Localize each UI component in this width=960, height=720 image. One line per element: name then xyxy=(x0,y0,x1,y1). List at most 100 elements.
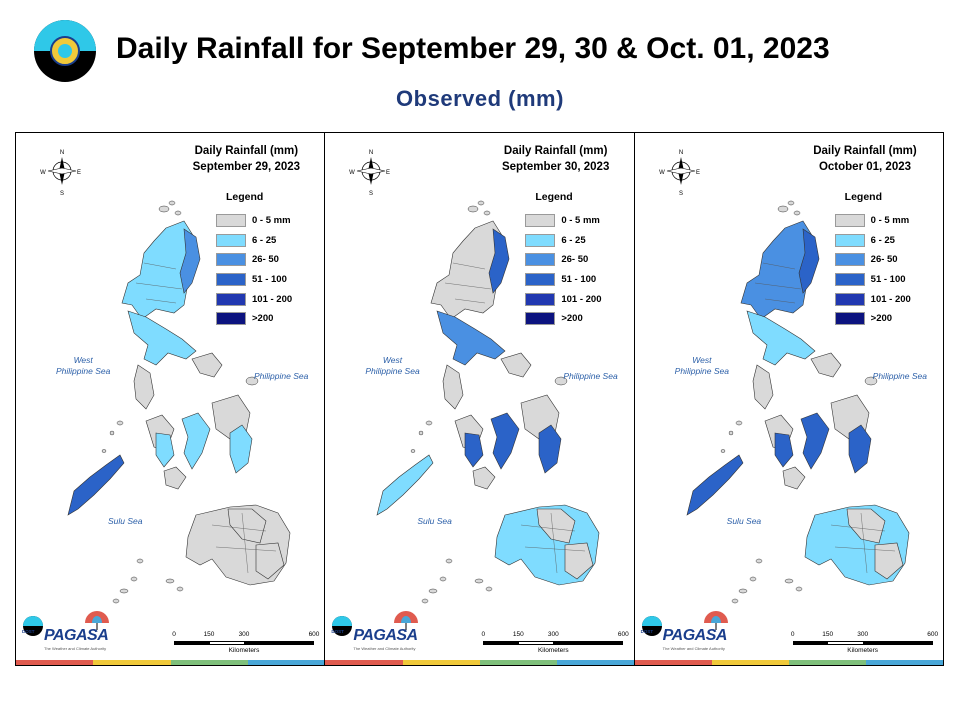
island-region xyxy=(489,228,510,294)
color-strip xyxy=(634,660,943,665)
dost-icon xyxy=(332,616,353,636)
legend-label: 51 - 100 xyxy=(561,274,597,286)
province-border xyxy=(455,298,486,304)
map-panels: N S E W Daily Rainfall (mm) September 29, 2… xyxy=(15,132,944,666)
compass-label-s: S xyxy=(60,191,64,197)
compass-label-n: N xyxy=(678,150,682,156)
pagasa-tagline: The Weather and Climate Authority xyxy=(662,646,725,651)
small-island xyxy=(486,586,493,592)
legend-label: 6 - 25 xyxy=(252,234,277,246)
island-region xyxy=(191,352,223,378)
island-region xyxy=(465,432,484,468)
small-island xyxy=(478,200,485,206)
map-title-date: September 30, 2023 xyxy=(501,161,610,173)
legend-item: 51 - 100 xyxy=(834,270,911,290)
scale-segment xyxy=(209,642,244,644)
dost-wordmark: DOST xyxy=(640,629,654,634)
legend-item: 26- 50 xyxy=(525,250,601,270)
page-subtitle: Observed (mm) xyxy=(396,86,564,111)
island-region xyxy=(798,228,819,294)
map-title-line1: Daily Rainfall (mm) xyxy=(813,145,917,157)
legend-label: 6 - 25 xyxy=(870,234,895,246)
philippines-map: N S E W xyxy=(40,150,291,604)
province-border xyxy=(215,546,277,552)
dost-wordmark: DOST xyxy=(22,629,35,634)
legend-item: 51 - 100 xyxy=(525,270,601,290)
small-island xyxy=(793,210,800,216)
legend-label: 6 - 25 xyxy=(561,234,586,246)
philippines-map: N S E W xyxy=(659,150,909,604)
island-region xyxy=(800,412,829,470)
island-region xyxy=(155,432,175,468)
small-island xyxy=(136,558,144,564)
legend-swatch xyxy=(216,292,246,306)
legend-swatch xyxy=(525,273,556,287)
island-region xyxy=(472,466,496,490)
map-legend: Legend 0 - 5 mm 6 - 25 26- 50 51 - 100 101 - … xyxy=(834,191,911,329)
scale-bar-segments xyxy=(792,641,933,645)
small-island xyxy=(555,376,568,386)
island-region xyxy=(752,364,773,410)
pagasa-tagline: The Weather and Climate Authority xyxy=(353,646,416,651)
province-border xyxy=(834,546,895,552)
legend-label: 101 - 200 xyxy=(252,293,293,305)
pagasa-logo: PAGASA DOST The Weather and Climate Author… xyxy=(331,611,419,655)
strip-segment xyxy=(479,660,558,665)
compass-ew-arrow xyxy=(357,167,386,175)
legend-item: 51 - 100 xyxy=(216,270,292,290)
scale-bar-segments xyxy=(483,641,624,645)
small-island xyxy=(755,558,762,564)
small-island xyxy=(116,420,124,426)
scale-tick-label: 300 xyxy=(238,631,250,638)
umbrella-icon xyxy=(703,611,728,630)
strip-segment xyxy=(402,660,480,665)
legend-swatch xyxy=(525,233,556,247)
legend-label: 0 - 5 mm xyxy=(252,215,291,227)
legend-item: 26- 50 xyxy=(834,250,911,270)
small-island xyxy=(468,205,479,213)
legend-swatch xyxy=(525,312,556,326)
compass-label-e: E xyxy=(77,170,81,176)
dost-wordmark: DOST xyxy=(331,629,344,634)
map-legend: Legend 0 - 5 mm 6 - 25 26- 50 51 - 100 101 - … xyxy=(525,191,601,329)
strip-segment xyxy=(866,660,943,665)
legend-swatch xyxy=(525,292,556,306)
legend-swatch xyxy=(216,253,246,267)
compass-ew-arrow xyxy=(47,167,77,175)
scale-tick-label: 150 xyxy=(822,631,834,638)
island-region xyxy=(179,228,201,294)
legend-item: 0 - 5 mm xyxy=(216,211,292,231)
strip-segment xyxy=(634,660,712,665)
legend-item: 6 - 25 xyxy=(525,231,601,251)
small-island xyxy=(112,598,120,604)
scale-tick-label: 600 xyxy=(927,631,939,638)
map-legend: Legend 0 - 5 mm 6 - 25 26- 50 51 - 100 101 - … xyxy=(216,191,292,329)
color-strip xyxy=(325,660,634,665)
legend-label: 0 - 5 mm xyxy=(870,215,910,227)
small-island xyxy=(787,200,794,206)
compass-ew-arrow xyxy=(666,167,695,175)
island-region xyxy=(686,454,744,516)
scale-bar: 0 150 300 600 Kilometers xyxy=(482,631,629,663)
island-region xyxy=(490,412,520,470)
compass-label-w: W xyxy=(349,170,355,176)
island-region xyxy=(133,364,155,410)
legend-item: >200 xyxy=(216,309,292,329)
pagasa-logo: PAGASA DOST The Weather and Climate Author… xyxy=(22,611,110,655)
small-island xyxy=(484,210,491,216)
island-region xyxy=(67,454,125,516)
island-region xyxy=(227,508,267,544)
small-island xyxy=(422,598,429,604)
legend-heading: Legend xyxy=(535,191,573,203)
small-island xyxy=(440,576,447,582)
pagasa-wordmark: PAGASA xyxy=(353,627,418,644)
scale-segment xyxy=(793,642,829,644)
small-island xyxy=(738,588,747,594)
small-island xyxy=(735,420,742,426)
legend-swatch xyxy=(834,214,865,228)
province-border xyxy=(551,512,558,574)
scale-segment xyxy=(828,642,863,644)
rainfall-map-panel: N S E W Daily Rainfall (mm) October 01, 202… xyxy=(634,133,943,665)
scale-bar: 0 150 300 600 Kilometers xyxy=(172,631,319,663)
compass-label-n: N xyxy=(60,150,64,156)
